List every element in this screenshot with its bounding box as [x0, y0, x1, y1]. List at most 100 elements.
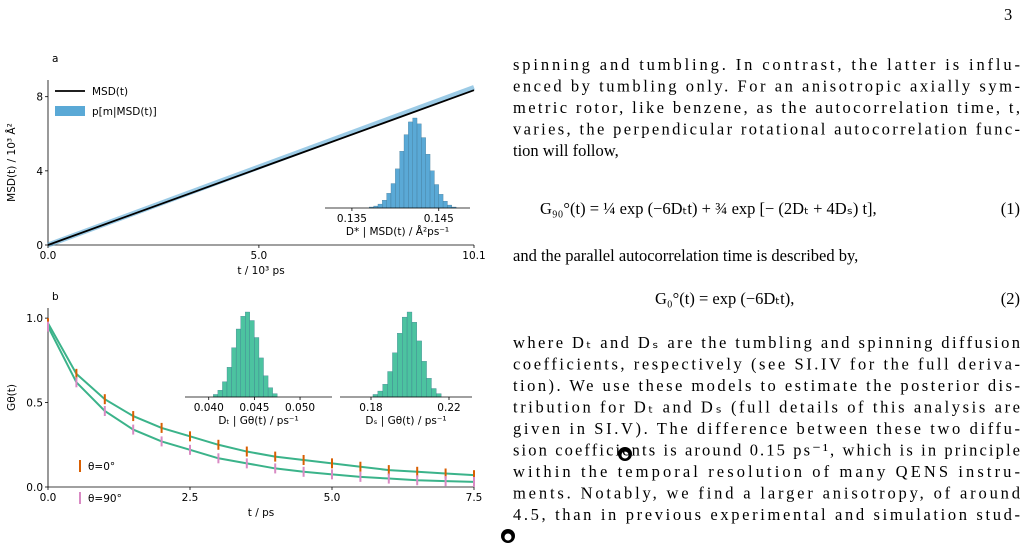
histogram-bar [416, 340, 422, 398]
x-tick-label: 0.135 [337, 213, 367, 225]
histogram-bar [425, 154, 431, 209]
histogram-bar [235, 328, 241, 398]
x-tick-label: 5.0 [324, 492, 341, 504]
text-line: 4.5, than in previous experimental and s… [513, 505, 1020, 524]
histogram-bar [412, 117, 418, 209]
histogram-bar [429, 170, 435, 209]
histogram-bar [226, 367, 232, 398]
y-tick-label: 1.0 [26, 313, 43, 325]
histogram-bar [377, 390, 383, 398]
y-tick-label: 4 [36, 166, 43, 178]
x-tick-label: 0.050 [285, 402, 315, 414]
x-tick-label: 0.040 [194, 402, 224, 414]
x-tick-label: 0.0 [40, 250, 57, 262]
histogram-bar [408, 121, 413, 209]
histogram-bar [434, 184, 439, 209]
page-number: 3 [1004, 5, 1012, 24]
histogram-bar [267, 387, 273, 398]
inset-xlabel: Dₛ | Gθ(t) / ps⁻¹ [365, 415, 446, 427]
x-tick-label: 0.18 [359, 402, 382, 414]
histogram-bar [386, 193, 392, 209]
histogram-bar [263, 375, 269, 398]
text-line: spinning and tumbling. In contrast, the … [513, 55, 1020, 74]
text-line: tion will follow, [513, 141, 619, 160]
fit-line [47, 322, 475, 477]
histogram-bar [426, 378, 432, 398]
x-tick-label: 5.0 [251, 250, 268, 262]
x-tick-label: 0.0 [40, 492, 57, 504]
x-tick-label: 10.1 [462, 250, 485, 262]
legend-label: θ=0° [88, 461, 115, 473]
histogram-bar [240, 316, 246, 398]
panel-label: a [52, 53, 58, 65]
text-line: tion). We use these models to estimate t… [513, 376, 1020, 395]
equation: G₀°(t) = exp (−6Dₜt), [655, 289, 794, 308]
text-line: given in SI.V). The difference between t… [513, 419, 1020, 438]
x-tick-label: 0.145 [424, 213, 454, 225]
histogram-bar [406, 311, 413, 398]
histogram-bar [272, 393, 278, 398]
x-tick-label: 0.045 [239, 402, 269, 414]
histogram-bar [245, 311, 250, 398]
y-axis-label: Gθ(t) [6, 384, 18, 411]
text-line: ments. Notably, we find a larger anisotr… [513, 484, 1021, 503]
histogram-bar [403, 134, 409, 209]
text-line: coefficients, respectively (see SI.IV fo… [513, 355, 1020, 374]
text-line: sion coefficients is around 0.15 ps⁻¹, w… [513, 441, 1020, 460]
histogram-bar [217, 390, 223, 398]
y-tick-label: 0.0 [26, 482, 43, 494]
histogram-bar [402, 316, 408, 398]
text-line: enced by tumbling only. For an anisotrop… [513, 77, 1020, 96]
legend-marker [55, 106, 85, 116]
histogram-bar [382, 200, 387, 209]
y-axis-label: MSD(t) / 10³ Å² [5, 123, 18, 202]
histogram-bar [231, 347, 237, 398]
histogram-bar [421, 361, 427, 398]
histogram-bar [254, 337, 260, 398]
histogram-bar [222, 381, 228, 398]
histogram-bar [416, 123, 422, 209]
equation-number: (2) [1001, 289, 1020, 308]
text-line: tribution for Dₜ and Dₛ (full details of… [513, 398, 1020, 417]
x-axis-label: t / 10³ ps [237, 265, 284, 277]
text-line: metric rotor, like benzene, as the autoc… [513, 98, 1020, 117]
github-icon [618, 447, 632, 461]
text-line: and the parallel autocorrelation time is… [513, 246, 858, 265]
histogram-bar [382, 384, 388, 398]
inset-xlabel: D* | MSD(t) / Å²ps⁻¹ [346, 225, 449, 238]
histogram-bar [395, 168, 400, 209]
histogram-bar [411, 322, 417, 398]
x-axis-label: t / ps [248, 507, 274, 519]
histogram-bar [447, 204, 452, 209]
histogram-bar [436, 393, 442, 398]
histogram-bar [431, 388, 437, 398]
github-icon [501, 529, 515, 543]
data-line [47, 89, 475, 246]
histogram-bar [392, 352, 398, 398]
equation: G₉₀°(t) = ¼ exp (−6Dₜt) + ¾ exp [− (2Dₜ … [540, 199, 877, 218]
panel-label: b [52, 291, 59, 303]
histogram-bar [397, 333, 403, 398]
legend-label: p[m|MSD(t)] [92, 106, 157, 118]
y-tick-label: 8 [36, 92, 43, 104]
y-tick-label: 0.5 [26, 398, 43, 410]
histogram-bar [421, 137, 426, 209]
histogram-bar [390, 183, 396, 209]
x-tick-label: 2.5 [182, 492, 199, 504]
fit-line [47, 326, 475, 483]
histogram-bar [442, 201, 448, 209]
histogram-bar [258, 357, 264, 398]
legend-label: MSD(t) [92, 86, 128, 98]
histogram-bar [399, 151, 405, 209]
inset-xlabel: Dₜ | Gθ(t) / ps⁻¹ [218, 415, 298, 427]
text-line: varies, the perpendicular rotational aut… [513, 120, 1020, 139]
histogram-bar [438, 194, 444, 209]
legend-label: θ=90° [88, 493, 122, 505]
x-tick-label: 7.5 [466, 492, 483, 504]
text-line: where Dₜ and Dₛ are the tumbling and spi… [513, 333, 1020, 352]
equation-number: (1) [1001, 199, 1020, 218]
histogram-bar [249, 320, 255, 398]
text-line: within the temporal resolution of many Q… [513, 462, 1020, 481]
